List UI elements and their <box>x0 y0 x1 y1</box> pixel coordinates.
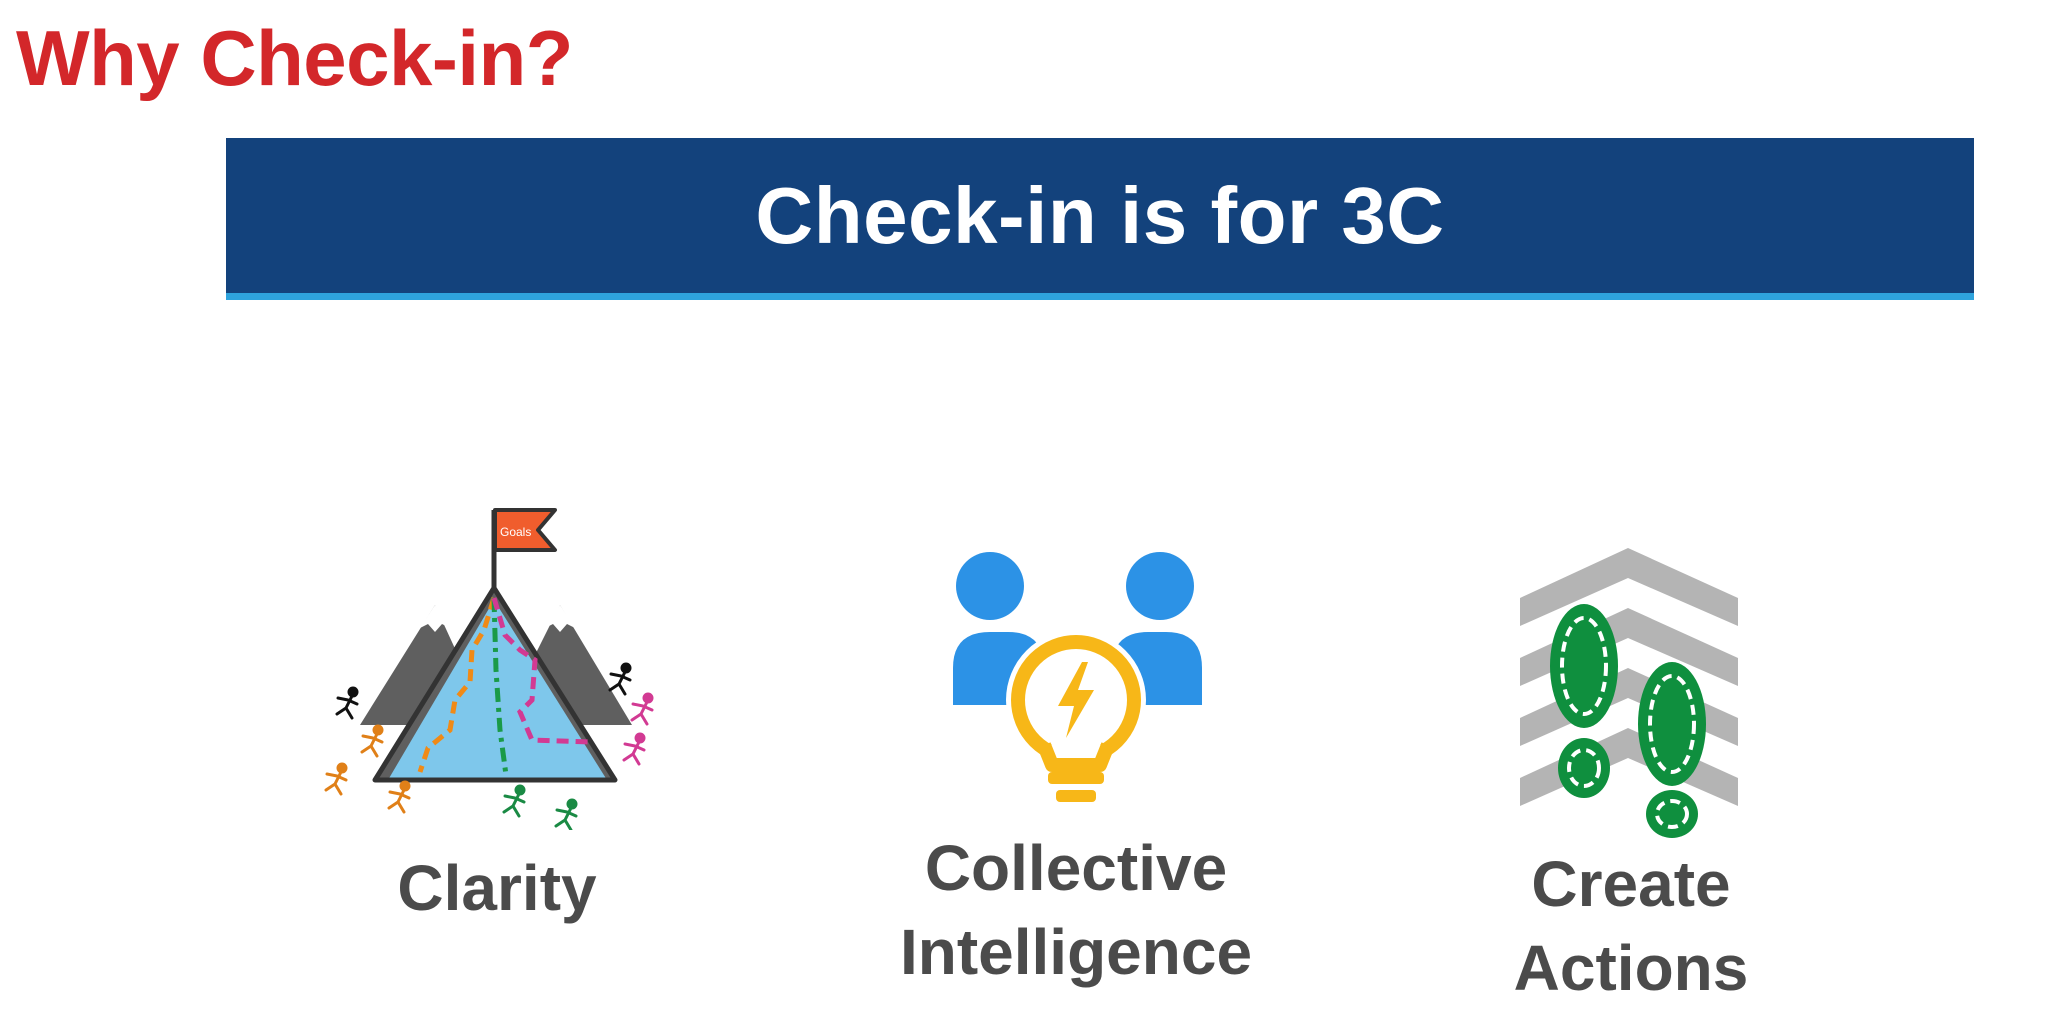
label-collective-intelligence: Collective Intelligence <box>876 826 1276 994</box>
label-line-2: Actions <box>1513 932 1749 1004</box>
page-title: Why Check-in? <box>16 14 573 102</box>
banner-text: Check-in is for 3C <box>755 170 1445 260</box>
label-line-1: Create <box>1531 848 1731 920</box>
label-clarity: Clarity <box>347 846 647 930</box>
banner: Check-in is for 3C <box>226 138 1974 300</box>
label-line-1: Collective <box>924 832 1228 904</box>
label-create-actions: Create Actions <box>1481 842 1781 1010</box>
mountain-goals-icon: Goals <box>324 508 654 830</box>
people-lightbulb-icon <box>953 552 1202 802</box>
footsteps-chevrons-icon <box>1520 548 1738 838</box>
label-line-1: Clarity <box>397 852 597 924</box>
label-line-2: Intelligence <box>899 916 1253 988</box>
flag-label: Goals <box>500 525 531 539</box>
